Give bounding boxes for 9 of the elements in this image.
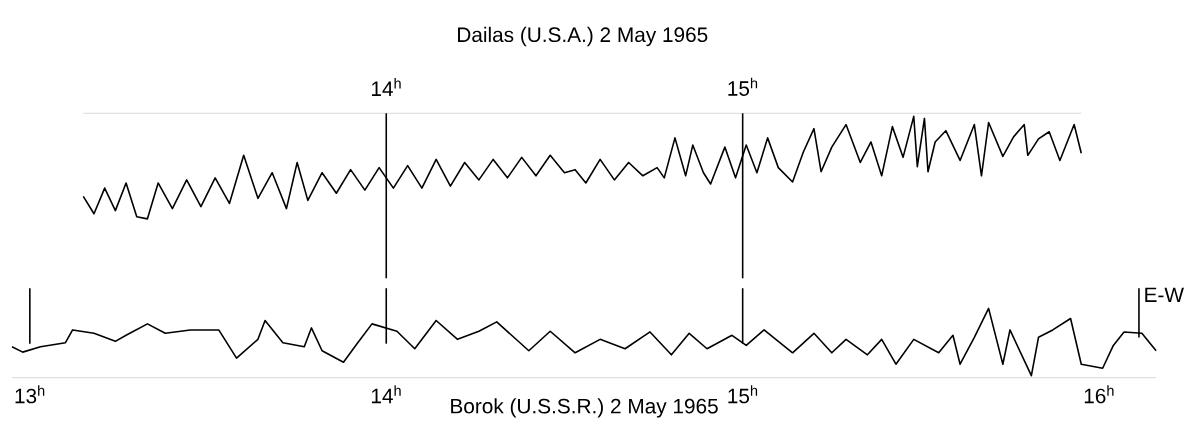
x-tick-label: 13$^{h}$ — [15, 385, 45, 404]
text: E-W — [1145, 287, 1184, 302]
x-tick-label: 15$^{h}$ — [728, 385, 758, 404]
x-tick-label: 16$^{h}$ — [1084, 385, 1114, 404]
x-tick-label: 14$^{h}$ — [371, 77, 401, 96]
x-tick-label: 15$^{h}$ — [728, 77, 758, 96]
chart-title: Dailas (U.S.A.) 2 May 1965 — [458, 26, 708, 47]
x-tick-label: 14$^{h}$ — [371, 385, 401, 404]
x-axis-title: Borok (U.S.S.R.) 2 May 1965 — [451, 398, 718, 418]
